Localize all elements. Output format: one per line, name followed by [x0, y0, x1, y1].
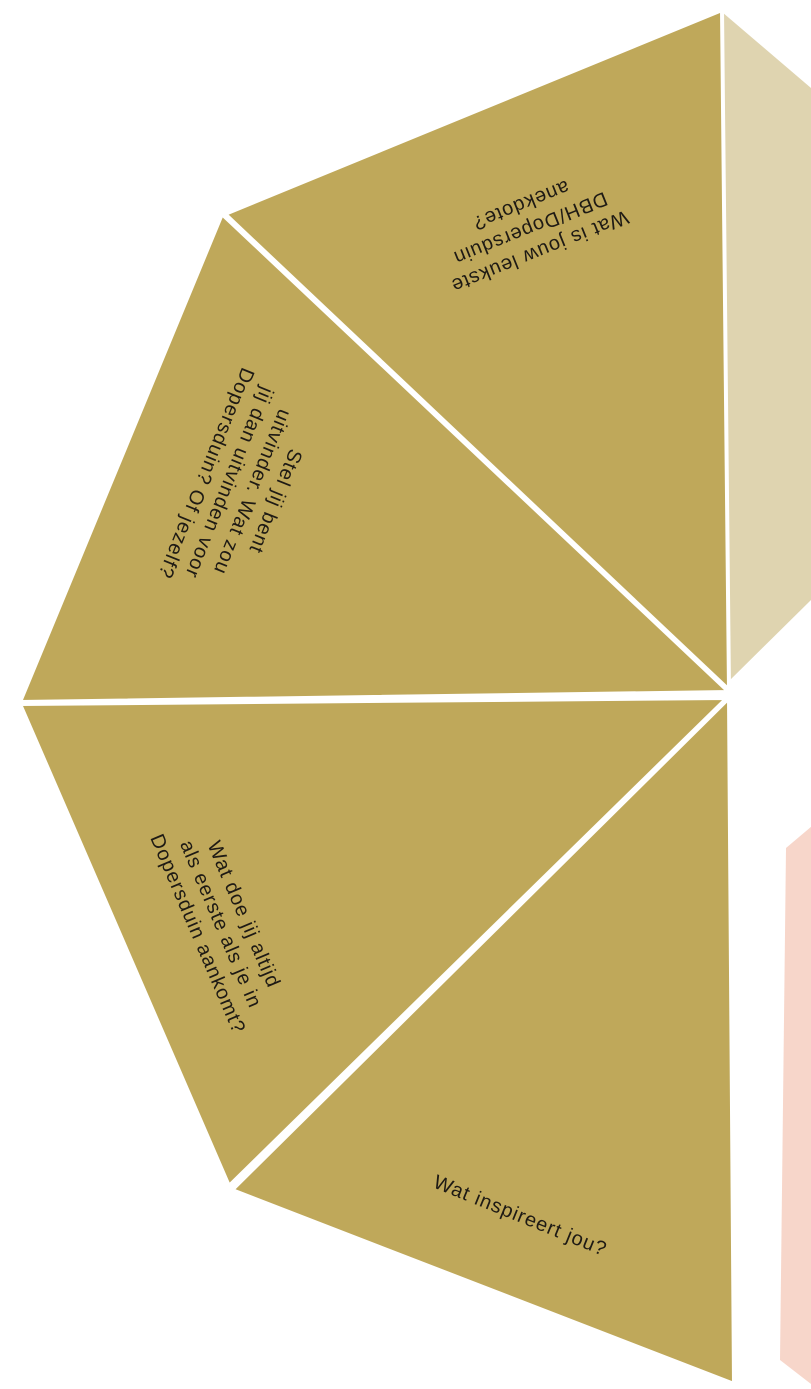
triangle-panel-upper-left: [18, 212, 731, 704]
triangle-panel-bottom: [230, 696, 736, 1386]
light-side-flap: [722, 12, 811, 683]
pink-glue-flap: [780, 826, 811, 1384]
triangle-panel-lower-left: [18, 696, 729, 1188]
